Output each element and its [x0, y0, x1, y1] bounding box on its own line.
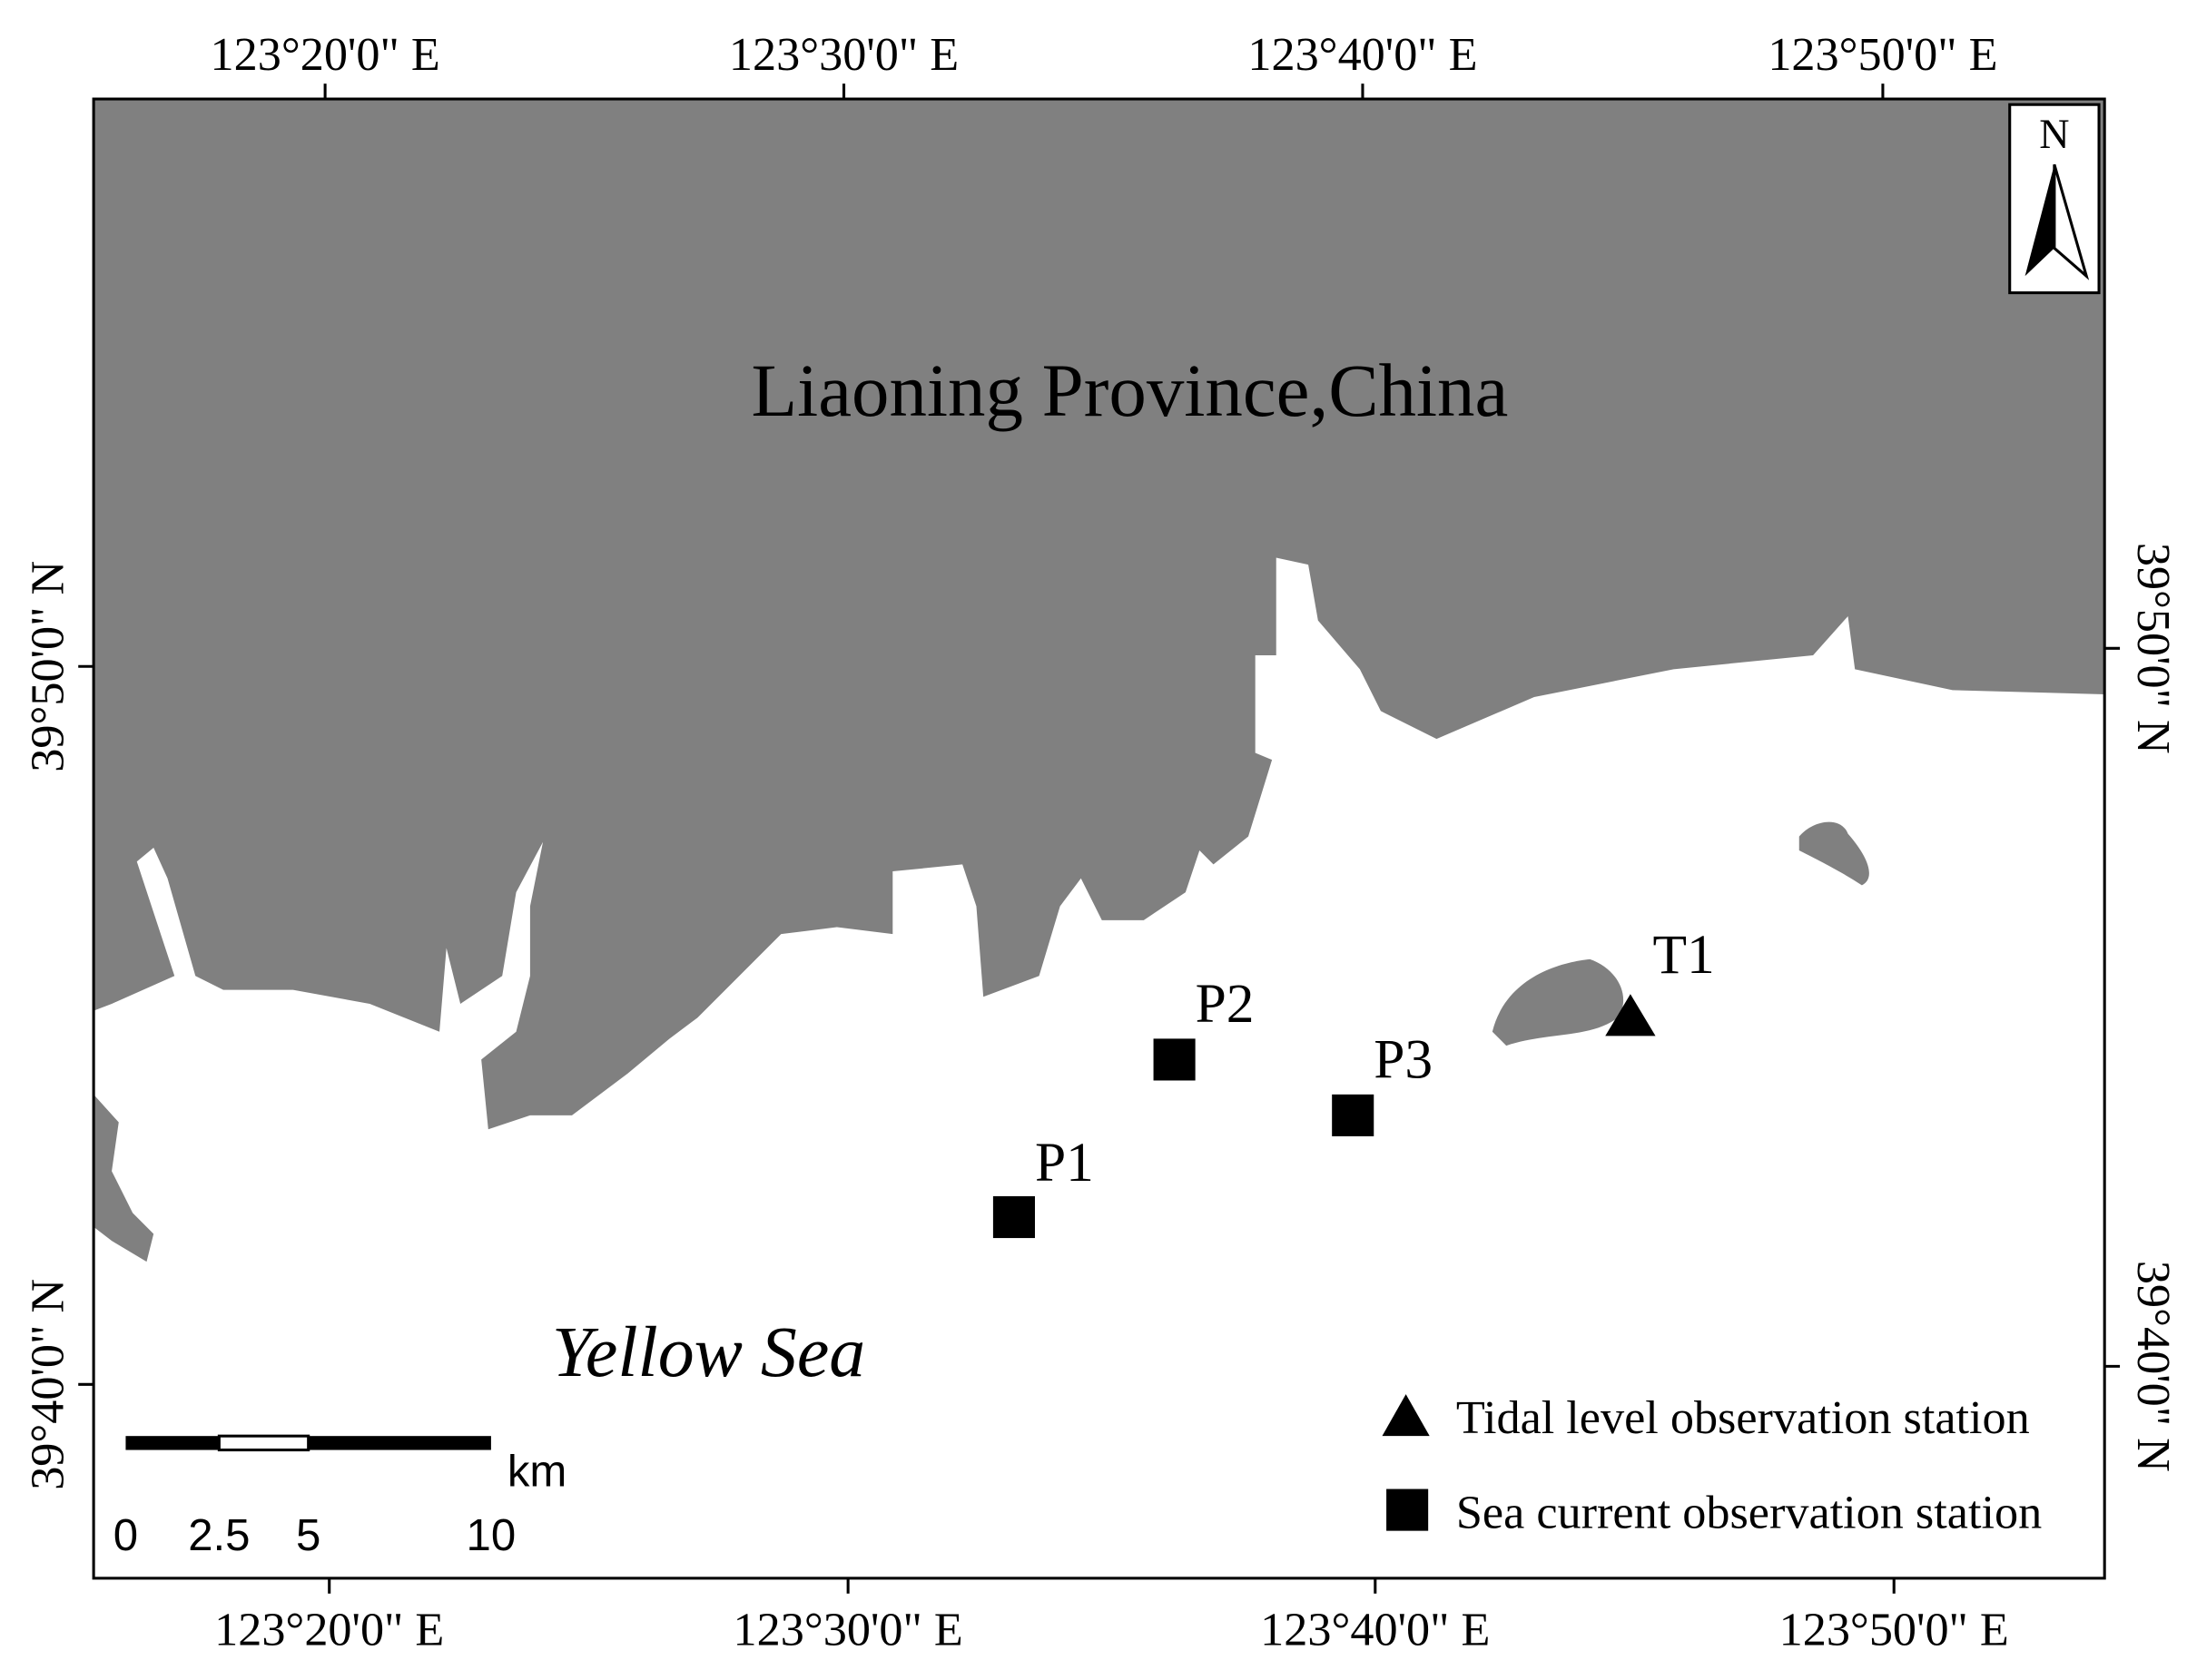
station-marker — [1332, 1094, 1374, 1136]
land — [94, 99, 2105, 1130]
scale-segment — [308, 1436, 491, 1450]
station-label: P1 — [1035, 1132, 1094, 1194]
right-label: 39°50'0" N — [2127, 543, 2180, 754]
north-arrow — [2053, 163, 2090, 280]
legend-label: Tidal level observation station — [1456, 1391, 2030, 1444]
bottom-label: 123°50'0" E — [1779, 1604, 2009, 1656]
scale-bar — [125, 1434, 491, 1452]
island — [1492, 958, 1624, 1046]
scale-label: 10 — [467, 1511, 517, 1560]
right-label: 39°40'0" N — [2127, 1261, 2180, 1472]
north-label: N — [2039, 111, 2069, 157]
map-frame — [92, 97, 2106, 1580]
north-arrow — [2024, 164, 2054, 277]
sea-label: Yellow Sea — [552, 1312, 865, 1392]
scale-label: 2.5 — [188, 1511, 250, 1560]
scale-label: 5 — [296, 1511, 320, 1560]
top-label: 123°50'0" E — [1768, 28, 1997, 81]
scale-segment — [217, 1434, 310, 1452]
legend-marker — [1386, 1488, 1429, 1531]
bottom-label: 123°40'0" E — [1260, 1604, 1490, 1656]
top-label: 123°40'0" E — [1247, 28, 1477, 81]
left-label: 39°50'0" N — [21, 561, 74, 772]
scale-segment — [125, 1436, 220, 1450]
land-label: Liaoning Province,China — [752, 349, 1509, 432]
top-label: 123°20'0" E — [210, 28, 439, 81]
land-coast-left — [94, 1094, 154, 1262]
top-label: 123°30'0" E — [729, 28, 959, 81]
island — [1798, 821, 1869, 886]
station-label: P3 — [1374, 1028, 1433, 1090]
scale-label: 0 — [113, 1511, 138, 1560]
bottom-label: 123°30'0" E — [734, 1604, 963, 1656]
legend-marker — [1382, 1394, 1430, 1437]
bottom-label: 123°20'0" E — [214, 1604, 444, 1656]
scale-unit: km — [507, 1447, 567, 1496]
station-marker — [1605, 994, 1656, 1036]
station-label: P2 — [1196, 973, 1255, 1035]
legend-label: Sea current observation station — [1456, 1487, 2042, 1539]
station-label: T1 — [1652, 924, 1714, 986]
station-marker — [1153, 1038, 1196, 1081]
station-marker — [992, 1195, 1035, 1239]
north-arrow-box — [2008, 103, 2101, 295]
ticks — [78, 84, 2121, 1594]
left-label: 39°40'0" N — [21, 1279, 74, 1490]
